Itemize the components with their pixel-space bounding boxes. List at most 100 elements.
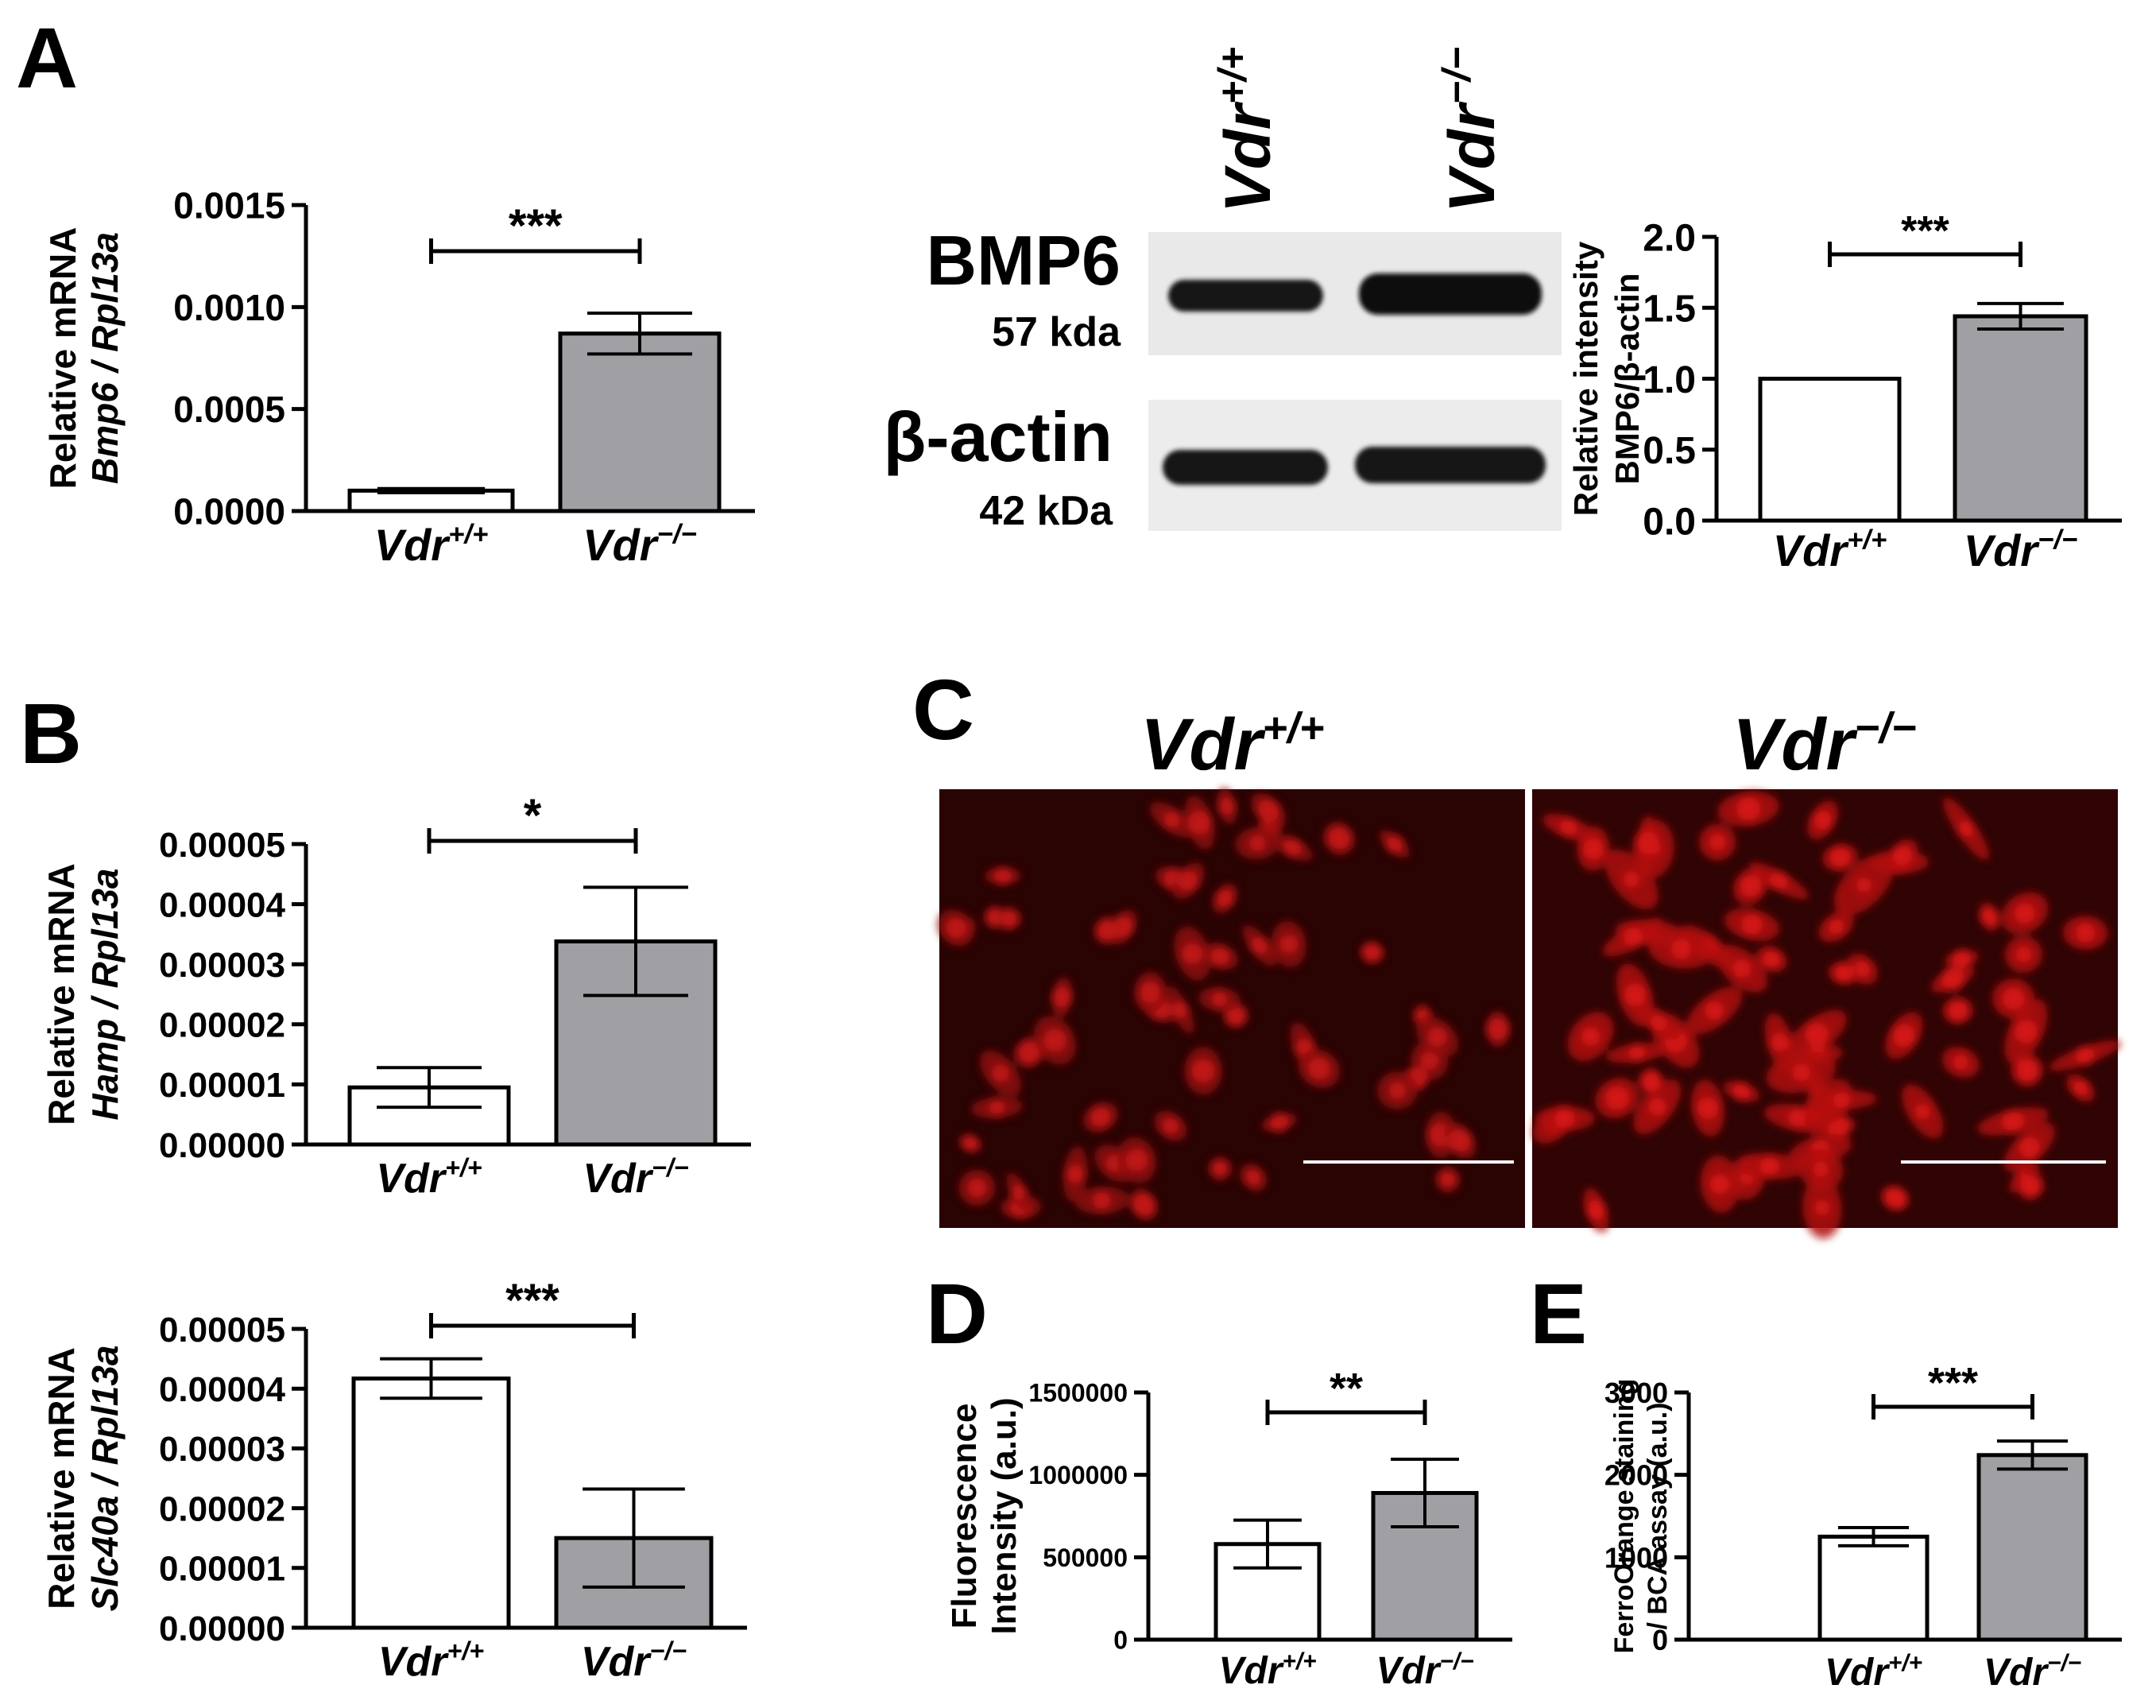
cell-nucleus <box>1582 838 1604 860</box>
cell-nucleus <box>993 866 1012 885</box>
blot-protein-actin: β-actin <box>884 397 1113 476</box>
cell-nucleus <box>1736 796 1760 821</box>
cell-nucleus <box>1805 1022 1829 1046</box>
bar-wt <box>1817 1534 1930 1642</box>
y-tick-label: 0.0000 <box>173 491 285 533</box>
cell-nucleus <box>1941 967 1964 991</box>
cell-nucleus <box>1763 950 1781 968</box>
blot-band-actin-wt <box>1163 450 1328 485</box>
cell-nucleus <box>946 918 966 938</box>
cell-nucleus <box>1215 889 1234 908</box>
cell-nucleus <box>2076 923 2095 943</box>
y-axis-label-line2: Hamp / Rpl13a <box>84 869 126 1121</box>
micrograph-panel: Vdr+/+ Vdr−/− <box>938 704 2121 1239</box>
panel-letter-d: D <box>926 1265 988 1361</box>
cell-nucleus <box>1586 1200 1606 1220</box>
y-axis-label-line2: Intensity (a.u.) <box>985 1397 1024 1634</box>
cell-nucleus <box>1915 1104 1930 1119</box>
cell-nucleus <box>2014 903 2035 924</box>
cell-nucleus <box>2019 1137 2040 1158</box>
y-tick-label: 0.00001 <box>159 1066 285 1105</box>
y-axis-label-line2: Bmp6 / Rpl13a <box>84 232 126 484</box>
micrograph-wt-cells <box>938 788 1510 1220</box>
y-tick-label: 2000 <box>1604 1459 1668 1492</box>
cell-nucleus <box>1740 875 1762 897</box>
cell-nucleus <box>1697 1097 1719 1119</box>
chart-fluorescence: 0 500000 1000000 1500000 Fluorescence Intensi… <box>945 1365 1512 1692</box>
chart-slc40a-mrna: 0.00000 0.00001 0.00002 0.00003 0.00004 0.000… <box>41 1275 747 1685</box>
cell-nucleus <box>1624 871 1639 888</box>
bar-ko <box>1953 314 2088 523</box>
cell-nucleus <box>1980 908 1999 926</box>
cell-nucleus <box>1892 1024 1916 1048</box>
cell-nucleus <box>1210 947 1229 966</box>
y-axis-label-line2: / BCA assay (a.u.) <box>1643 1403 1673 1630</box>
micrograph-ko-cells <box>1532 791 2121 1239</box>
cell-nucleus <box>1893 845 1913 865</box>
y-tick-label: 0 <box>1652 1624 1668 1656</box>
cell-nucleus <box>1741 914 1763 935</box>
chart-hamp-mrna: 0.00000 0.00001 0.00002 0.00003 0.00004 0.000… <box>41 790 751 1202</box>
cell-nucleus <box>1212 1160 1228 1176</box>
y-tick-label: 0.00001 <box>159 1550 285 1589</box>
cell-nucleus <box>1834 963 1853 982</box>
cell-nucleus <box>1182 943 1203 964</box>
cell-nucleus <box>1640 1071 1662 1092</box>
blot-band-bmp6-wt <box>1168 280 1323 312</box>
cell-nucleus <box>1093 1191 1111 1210</box>
cell-nucleus <box>1172 1001 1189 1018</box>
cell-nucleus <box>1191 1059 1215 1083</box>
x-category-label-wt: Vdr+/+ <box>1218 1648 1316 1692</box>
cell-nucleus <box>1709 834 1726 850</box>
chart-bmp6-protein: 0.0 0.5 1.0 1.5 2.0 Relative intensity BMP6/β-… <box>1567 208 2122 575</box>
cell-nucleus <box>1279 935 1299 954</box>
cell-nucleus <box>1705 1001 1724 1021</box>
cell-nucleus <box>1187 811 1212 835</box>
y-tick-label: 1.0 <box>1643 359 1696 401</box>
cell-nucleus <box>1448 1129 1472 1152</box>
cell-nucleus <box>1327 827 1351 850</box>
x-category-label-wt: Vdr+/+ <box>374 520 489 570</box>
cell-nucleus <box>2073 1080 2089 1096</box>
cell-nucleus <box>1788 1108 1809 1129</box>
cell-nucleus <box>1554 1109 1575 1129</box>
cell-nucleus <box>1308 1057 1330 1080</box>
x-category-label-wt: Vdr+/+ <box>1825 1650 1922 1694</box>
cell-nucleus <box>1671 939 1691 959</box>
blot-size-bmp6: 57 kda <box>992 309 1121 355</box>
cell-nucleus <box>1018 1040 1041 1064</box>
cell-nucleus <box>1770 1032 1790 1052</box>
bar-ko <box>558 331 722 513</box>
cell-nucleus <box>1051 986 1072 1008</box>
cell-nucleus <box>1628 1044 1646 1061</box>
y-tick-label: 0.00004 <box>159 885 286 924</box>
cell-nucleus <box>1486 1017 1509 1040</box>
cell-nucleus <box>1125 1148 1148 1172</box>
y-tick-label: 1500000 <box>1028 1379 1128 1408</box>
western-blot: Vdr+/+ Vdr−/− BMP6 57 kda β-actin 42 kDa <box>884 47 1562 534</box>
cell-nucleus <box>1814 1200 1829 1215</box>
cell-nucleus <box>1439 1172 1456 1187</box>
cell-nucleus <box>2002 987 2025 1010</box>
panel-letter-a: A <box>16 10 78 106</box>
cell-nucleus <box>1636 831 1659 854</box>
micrograph-title-wt: Vdr+/+ <box>1140 704 1324 785</box>
y-tick-label: 0.00005 <box>159 1311 285 1350</box>
x-category-label-wt: Vdr+/+ <box>1773 525 1887 575</box>
x-category-label-wt: Vdr+/+ <box>378 1636 484 1685</box>
cell-nucleus <box>1269 1113 1289 1133</box>
blot-band-bmp6-ko <box>1359 273 1542 315</box>
cell-nucleus <box>1249 835 1266 851</box>
cell-nucleus <box>1011 1184 1027 1200</box>
cell-nucleus <box>1163 811 1180 828</box>
cell-nucleus <box>967 1179 986 1198</box>
x-category-label-ko: Vdr−/− <box>581 1636 687 1685</box>
y-tick-label: 0.00002 <box>159 1006 285 1045</box>
y-tick-label: 2.0 <box>1643 217 1696 259</box>
x-category-label-ko: Vdr−/− <box>1984 1650 2081 1694</box>
significance-stars: *** <box>1928 1359 1978 1407</box>
cell-nucleus <box>1388 1082 1407 1099</box>
y-tick-label: 0.00000 <box>159 1126 285 1165</box>
cell-nucleus <box>1648 1098 1666 1116</box>
